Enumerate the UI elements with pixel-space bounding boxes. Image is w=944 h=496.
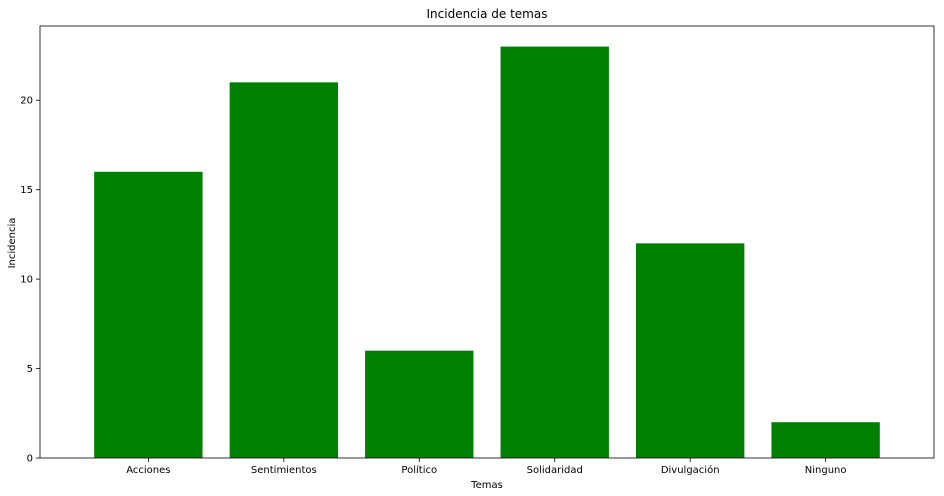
- x-axis-ticks: Acciones Sentimientos Político Solidaridad D…: [126, 458, 847, 476]
- bar-5: [771, 422, 880, 458]
- x-tick-label: Acciones: [126, 465, 170, 476]
- y-axis-ticks: 0 5 10 15 20: [20, 96, 40, 465]
- y-axis-label: Incidencia: [7, 218, 18, 269]
- y-tick-label: 15: [20, 185, 33, 196]
- bar-0: [94, 171, 203, 459]
- y-tick-label: 10: [20, 275, 33, 286]
- bar-2: [365, 350, 474, 458]
- x-tick-label: Divulgación: [661, 464, 720, 476]
- y-tick-label: 5: [27, 364, 33, 375]
- bar-4: [636, 243, 745, 458]
- x-tick-label: Ninguno: [805, 465, 847, 476]
- x-axis-label: Temas: [470, 480, 503, 491]
- x-tick-label: Político: [401, 464, 437, 476]
- plot-area-frame: [39, 25, 935, 459]
- x-tick-label: Sentimientos: [251, 465, 317, 476]
- bar-3: [500, 46, 609, 458]
- bar-1: [229, 82, 338, 458]
- bars-group: [94, 46, 880, 459]
- y-tick-label: 20: [20, 96, 33, 107]
- chart-title: Incidencia de temas: [427, 7, 548, 21]
- y-tick-label: 0: [27, 454, 33, 465]
- x-tick-label: Solidaridad: [527, 465, 583, 476]
